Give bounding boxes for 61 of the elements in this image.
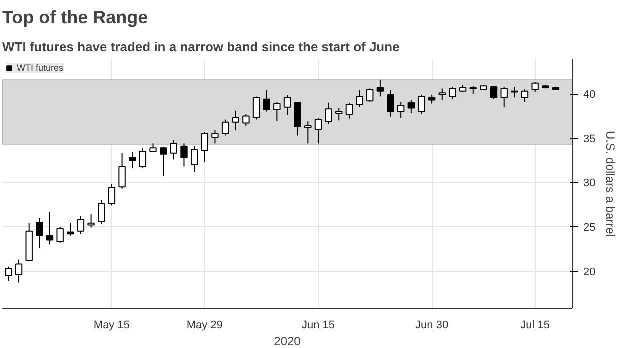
candlestick bbox=[77, 216, 85, 235]
candlestick bbox=[376, 79, 384, 98]
y-tick-label: 40 bbox=[584, 89, 596, 102]
candlestick bbox=[242, 114, 250, 126]
candlestick bbox=[129, 152, 136, 169]
y-tick-label: 30 bbox=[584, 178, 596, 190]
candlestick bbox=[88, 214, 95, 228]
x-tick-label: Jul 15 bbox=[520, 320, 550, 332]
candlestick bbox=[521, 89, 529, 103]
candlestick bbox=[5, 266, 12, 282]
candlestick bbox=[325, 102, 332, 125]
candlestick bbox=[397, 102, 405, 118]
x-tick-label: Jun 15 bbox=[302, 320, 335, 332]
candlestick bbox=[67, 222, 74, 236]
chart-subtitle: WTI futures have traded in a narrow band since the start of June bbox=[2, 40, 400, 54]
candlestick bbox=[532, 82, 539, 93]
candlestick bbox=[490, 86, 498, 100]
candlestick bbox=[336, 108, 343, 122]
candlestick bbox=[387, 90, 394, 118]
candlestick bbox=[263, 90, 270, 112]
candlestick bbox=[222, 119, 230, 136]
candlestick bbox=[212, 130, 219, 144]
y-tick-label: 20 bbox=[584, 266, 596, 278]
candlestick bbox=[274, 102, 281, 122]
candlestick bbox=[252, 96, 260, 120]
candlestick bbox=[232, 110, 240, 131]
candlestick bbox=[304, 121, 312, 144]
candlestick bbox=[449, 86, 456, 100]
candlestick bbox=[46, 211, 54, 246]
candlestick bbox=[418, 94, 426, 115]
candlestick bbox=[314, 117, 322, 144]
y-axis-title: U.S. dollars a barrel bbox=[604, 130, 618, 238]
candlestick bbox=[284, 94, 292, 116]
candlestick bbox=[500, 86, 508, 108]
candlestick bbox=[139, 148, 147, 169]
candlestick bbox=[201, 132, 208, 163]
candlestick bbox=[160, 146, 168, 177]
candlestick bbox=[408, 100, 416, 114]
candlestick bbox=[438, 88, 446, 101]
candlestick bbox=[190, 146, 198, 173]
candlestick bbox=[98, 200, 106, 225]
y-tick-label: 25 bbox=[584, 222, 596, 234]
candlestick bbox=[356, 90, 364, 108]
x-tick-label: May 29 bbox=[186, 320, 223, 332]
x-tick-label: Jun 30 bbox=[416, 320, 449, 332]
candlestick bbox=[346, 102, 354, 120]
x-tick-label: May 15 bbox=[94, 320, 130, 332]
y-tick-label: 35 bbox=[584, 133, 596, 146]
candlestick bbox=[511, 86, 518, 98]
candlestick bbox=[366, 88, 374, 103]
candlestick bbox=[108, 184, 116, 206]
candlestick bbox=[118, 152, 126, 190]
candlestick bbox=[15, 259, 23, 284]
candlestick bbox=[56, 226, 64, 244]
chart-title: Top of the Range bbox=[2, 8, 148, 28]
candlestick bbox=[36, 218, 44, 249]
candlestick bbox=[180, 143, 188, 168]
candlestick bbox=[294, 102, 302, 136]
x-axis-title: 2020 bbox=[274, 334, 302, 348]
candlestick bbox=[170, 140, 178, 160]
legend-label: WTI futures bbox=[17, 63, 64, 73]
